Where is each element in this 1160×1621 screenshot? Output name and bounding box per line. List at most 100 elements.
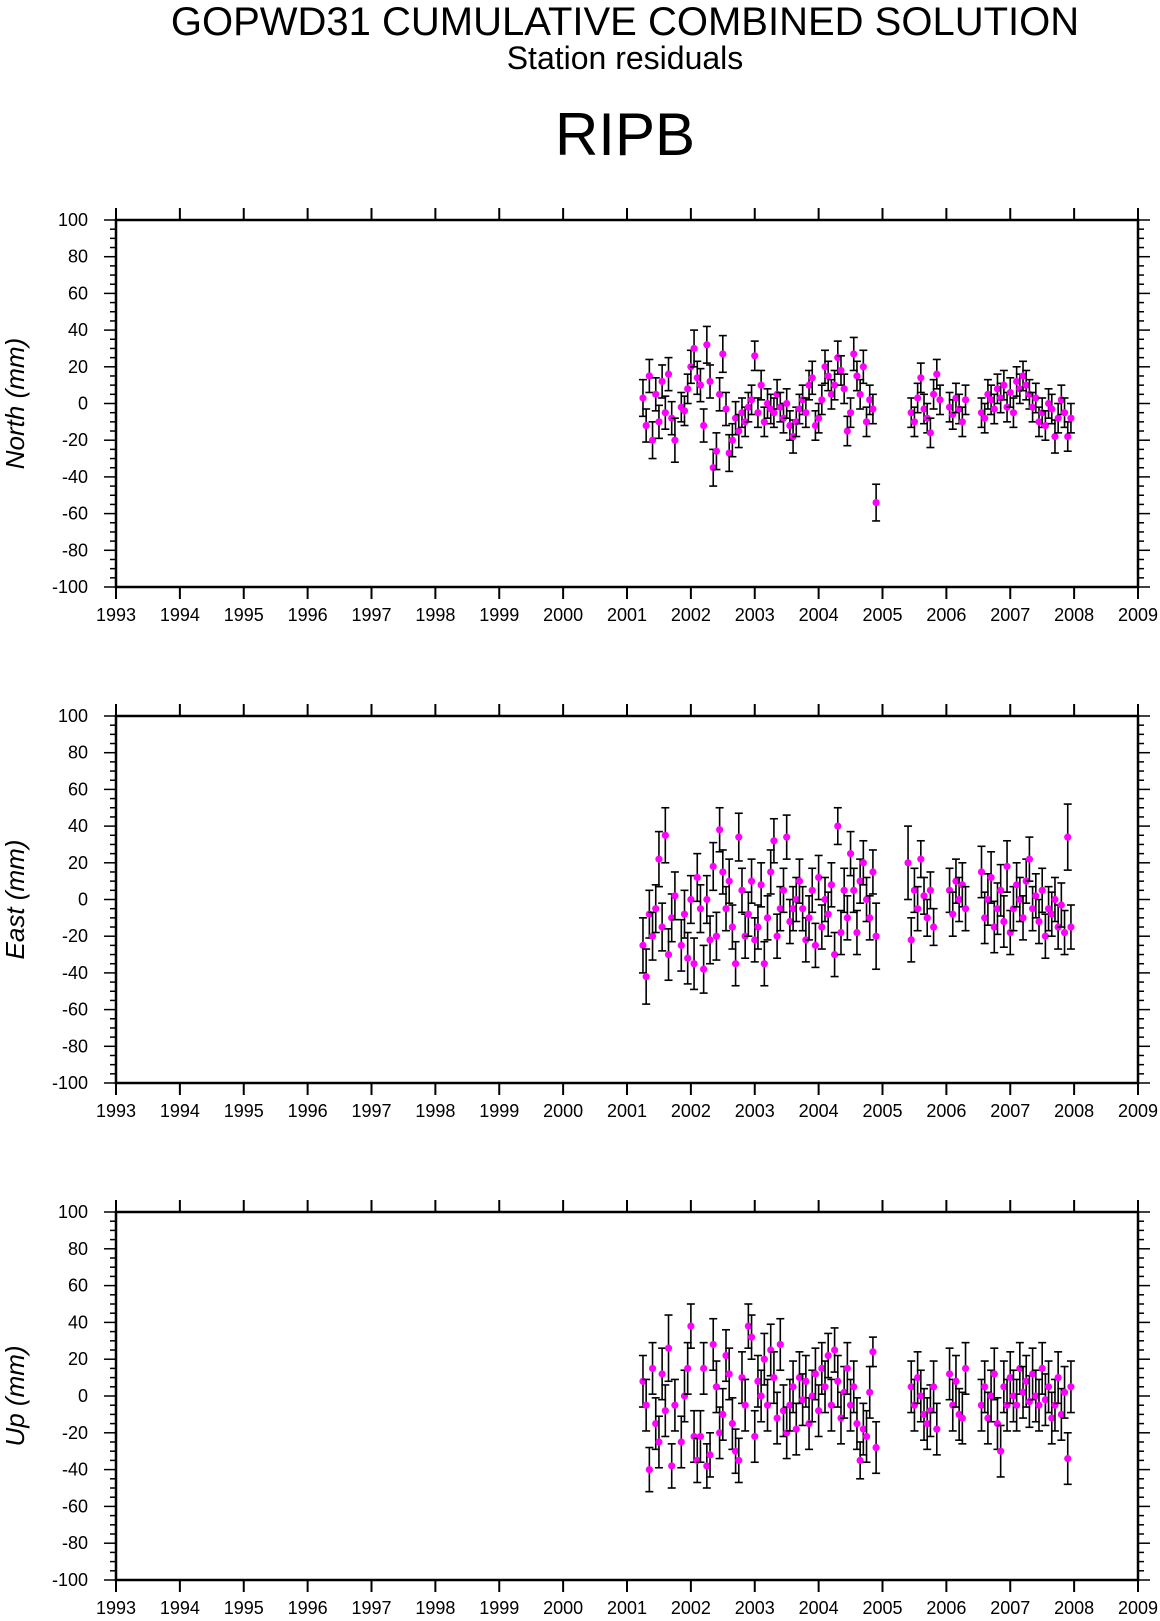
x-tick-label: 2007 [990, 1101, 1030, 1121]
y-tick-label: -80 [62, 540, 88, 560]
point-marker [687, 895, 695, 904]
point-marker [677, 941, 685, 949]
data-point [1025, 836, 1034, 882]
data-point [920, 876, 929, 915]
data-point [769, 817, 778, 864]
point-marker [754, 409, 762, 417]
data-point [725, 858, 734, 904]
data-point [658, 902, 667, 952]
data-point [757, 369, 766, 401]
point-marker [818, 923, 826, 931]
x-tick-label: 2002 [671, 1598, 711, 1618]
point-marker [945, 403, 954, 411]
data-point [747, 858, 756, 904]
point-marker [850, 886, 858, 894]
data-point [814, 402, 823, 434]
x-tick-label: 2006 [926, 1101, 966, 1121]
point-marker [799, 905, 807, 913]
data-point [945, 1347, 954, 1401]
point-marker [696, 1432, 705, 1441]
point-marker [987, 873, 995, 882]
point-marker [690, 960, 698, 968]
point-marker [917, 374, 925, 382]
x-tick-label: 2004 [799, 1101, 839, 1121]
point-marker [1054, 414, 1062, 422]
data-point [1019, 360, 1028, 392]
point-marker [722, 405, 730, 413]
x-tick-label: 1997 [351, 1598, 391, 1618]
point-marker [661, 1407, 669, 1415]
point-marker [773, 932, 781, 940]
point-marker [936, 396, 944, 404]
data-point [1060, 1365, 1069, 1419]
data-point [696, 1409, 705, 1464]
data-point [638, 1354, 647, 1408]
point-marker [751, 936, 759, 944]
x-tick-label: 1996 [288, 1598, 328, 1618]
point-marker [1057, 1410, 1065, 1418]
point-marker [731, 414, 740, 422]
data-point [1050, 419, 1059, 454]
data-point [1022, 369, 1031, 401]
data-point [1057, 384, 1066, 416]
data-point [1028, 885, 1037, 932]
point-marker [712, 932, 721, 940]
x-tick-label: 1994 [160, 1101, 200, 1121]
point-marker [977, 868, 986, 876]
x-tick-label: 1993 [96, 1598, 136, 1618]
point-marker [1044, 1383, 1053, 1391]
x-tick-label: 1998 [415, 1598, 455, 1618]
data-point [916, 839, 925, 879]
data-point [843, 895, 852, 941]
point-marker [827, 881, 836, 889]
point-marker [1032, 394, 1040, 402]
point-marker [827, 1401, 836, 1409]
x-tick-label: 2009 [1118, 605, 1158, 625]
point-marker [760, 418, 768, 426]
data-point [744, 891, 753, 938]
data-point [757, 861, 766, 908]
data-point [645, 1446, 654, 1493]
y-tick-label: -20 [62, 430, 88, 450]
y-tick-label: -40 [62, 467, 88, 487]
x-tick-label: 1996 [288, 1101, 328, 1121]
point-marker [910, 886, 919, 894]
data-point [961, 885, 970, 932]
point-marker [811, 941, 820, 949]
point-marker [671, 436, 679, 444]
y-tick-label: 40 [68, 320, 88, 340]
point-marker [981, 914, 989, 922]
point-marker [1029, 403, 1037, 411]
data-point [1066, 904, 1075, 950]
data-point [661, 395, 670, 430]
point-marker [795, 1374, 804, 1382]
y-tick-label: 60 [68, 779, 88, 799]
data-point [709, 841, 718, 892]
point-marker [722, 905, 730, 913]
x-tick-label: 1993 [96, 605, 136, 625]
data-point [1009, 397, 1018, 429]
point-marker [770, 409, 778, 417]
point-marker [712, 1383, 721, 1391]
data-point [1012, 1378, 1021, 1432]
point-marker [907, 1383, 915, 1391]
x-tick-label: 2007 [990, 1598, 1030, 1618]
plot-panel-2: -100 -80 -60 -40 -20 0 20 40 60 80 100 1993 1994 1995… [0, 704, 1158, 1121]
data-point [654, 404, 663, 440]
point-marker [914, 394, 922, 402]
data-point [1041, 913, 1050, 960]
point-marker [952, 877, 960, 885]
point-marker [716, 1429, 724, 1437]
point-marker [933, 370, 941, 378]
data-point [769, 397, 778, 429]
data-point [699, 1341, 708, 1395]
point-marker [1038, 886, 1046, 894]
data-point [840, 373, 849, 405]
point-marker [997, 886, 1005, 894]
point-marker [1016, 895, 1024, 904]
point-marker [1019, 914, 1027, 922]
point-marker [709, 1340, 717, 1349]
data-point [929, 907, 938, 947]
point-marker [930, 1383, 938, 1391]
data-point [913, 382, 922, 414]
